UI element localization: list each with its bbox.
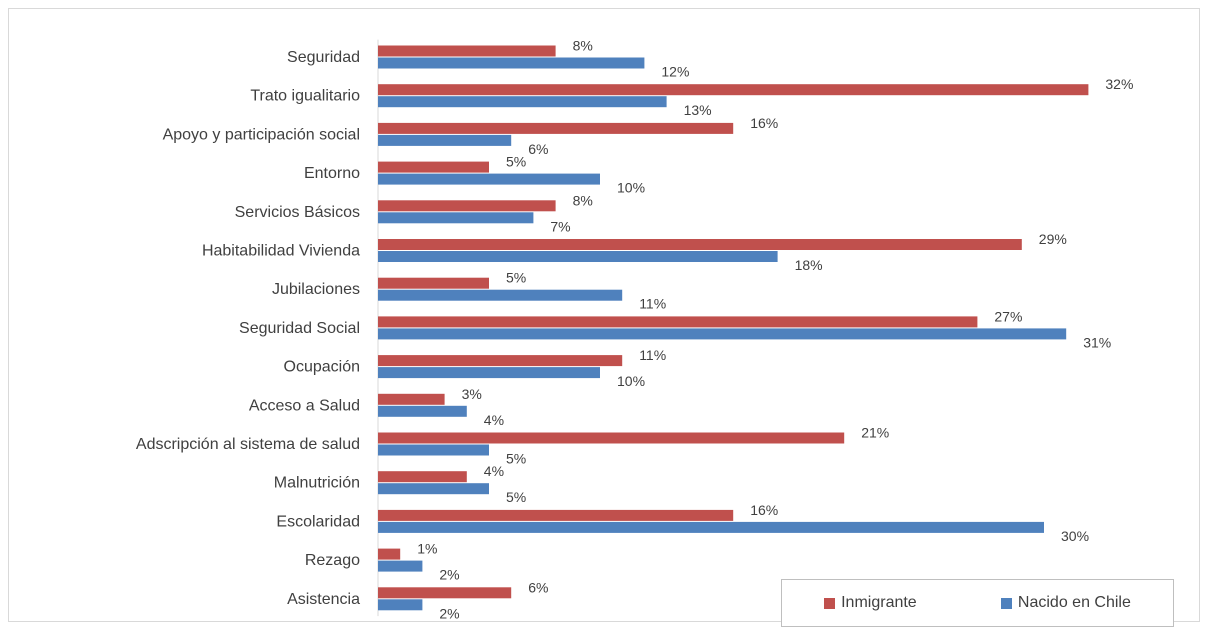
data-label-nacido-en-chile-jubilaciones: 11% [639,296,666,312]
category-label-malnutricion: Malnutrición [274,475,360,492]
bar-nacido-en-chile-servicios-basicos [378,212,534,224]
bar-inmigrante-rezago [378,548,401,560]
category-label-entorno: Entorno [304,165,360,182]
data-label-inmigrante-adscripcion-al-sistema-de-salud: 21% [861,425,889,441]
bar-inmigrante-jubilaciones [378,277,489,289]
bar-chart: Seguridad 8% 12% Trato igualitario 32% 13% Apo… [136,38,1134,622]
data-label-nacido-en-chile-escolaridad: 30% [1061,528,1089,544]
legend-swatch-inmigrante [824,597,836,609]
bar-inmigrante-trato-igualitario [378,84,1089,96]
bar-inmigrante-seguridad-social [378,316,978,328]
bar-inmigrante-seguridad [378,45,556,57]
category-label-servicios-basicos: Servicios Básicos [235,204,360,221]
legend-item-nacido-en-chile: Nacido en Chile [1000,594,1131,612]
legend-label-nacido-en-chile: Nacido en Chile [1017,594,1131,611]
data-label-nacido-en-chile-adscripcion-al-sistema-de-salud: 5% [506,451,526,467]
data-label-nacido-en-chile-acceso-a-salud: 4% [484,412,504,428]
data-label-inmigrante-trato-igualitario: 32% [1105,76,1133,92]
bar-nacido-en-chile-adscripcion-al-sistema-de-salud [378,444,489,456]
bar-inmigrante-servicios-basicos [378,200,556,212]
data-label-inmigrante-malnutricion: 4% [484,463,504,479]
bar-inmigrante-entorno [378,161,489,173]
data-label-inmigrante-ocupacion: 11% [639,347,666,363]
data-label-nacido-en-chile-servicios-basicos: 7% [550,218,570,234]
data-label-inmigrante-escolaridad: 16% [750,502,778,518]
legend-item-inmigrante: Inmigrante [824,594,917,612]
legend: Inmigrante Nacido en Chile [781,579,1174,627]
data-label-nacido-en-chile-rezago: 2% [439,567,459,583]
data-label-nacido-en-chile-apoyo-y-participacion-social: 6% [528,141,548,157]
data-label-nacido-en-chile-ocupacion: 10% [617,373,645,389]
data-label-inmigrante-seguridad-social: 27% [994,308,1022,324]
data-label-inmigrante-asistencia: 6% [528,579,548,595]
data-label-nacido-en-chile-entorno: 10% [617,180,645,196]
bar-inmigrante-apoyo-y-participacion-social [378,122,734,134]
data-label-inmigrante-apoyo-y-participacion-social: 16% [750,115,778,131]
chart-frame: Seguridad 8% 12% Trato igualitario 32% 13% Apo… [8,8,1200,627]
category-label-escolaridad: Escolaridad [276,513,360,530]
legend-swatch-nacido-en-chile [1000,597,1012,609]
bar-nacido-en-chile-seguridad-social [378,328,1067,340]
bar-nacido-en-chile-jubilaciones [378,289,623,301]
data-label-nacido-en-chile-seguridad-social: 31% [1083,334,1111,350]
bar-nacido-en-chile-malnutricion [378,483,489,495]
bar-nacido-en-chile-rezago [378,560,423,572]
data-label-inmigrante-servicios-basicos: 8% [573,192,593,208]
category-label-asistencia: Asistencia [287,591,360,608]
category-label-seguridad-social: Seguridad Social [239,320,360,337]
data-label-inmigrante-habitabilidad-vivienda: 29% [1039,231,1067,247]
bar-nacido-en-chile-seguridad [378,57,645,69]
category-label-rezago: Rezago [305,552,360,569]
data-label-nacido-en-chile-habitabilidad-vivienda: 18% [795,257,823,273]
data-label-inmigrante-rezago: 1% [417,541,437,557]
legend-label-inmigrante: Inmigrante [841,594,917,611]
bar-inmigrante-asistencia [378,587,512,599]
data-label-inmigrante-entorno: 5% [506,154,526,170]
data-label-nacido-en-chile-seguridad: 12% [661,64,689,80]
data-label-nacido-en-chile-malnutricion: 5% [506,489,526,505]
bar-inmigrante-habitabilidad-vivienda [378,239,1022,250]
bar-nacido-en-chile-habitabilidad-vivienda [378,251,778,262]
bar-inmigrante-acceso-a-salud [378,393,445,405]
category-label-adscripcion-al-sistema-de-salud: Adscripción al sistema de salud [136,436,360,453]
data-label-inmigrante-jubilaciones: 5% [506,270,526,286]
bar-inmigrante-ocupacion [378,355,623,367]
data-label-nacido-en-chile-trato-igualitario: 13% [684,102,712,118]
bar-nacido-en-chile-entorno [378,173,600,185]
bar-inmigrante-adscripcion-al-sistema-de-salud [378,432,845,444]
data-label-inmigrante-seguridad: 8% [573,38,593,54]
category-label-jubilaciones: Jubilaciones [272,281,360,298]
bar-inmigrante-escolaridad [378,509,734,521]
bar-nacido-en-chile-ocupacion [378,367,600,379]
category-label-seguridad: Seguridad [287,49,360,66]
category-label-acceso-a-salud: Acceso a Salud [249,397,360,414]
category-label-apoyo-y-participacion-social: Apoyo y participación social [163,126,360,143]
category-label-trato-igualitario: Trato igualitario [250,88,360,105]
bar-inmigrante-malnutricion [378,471,467,483]
bar-nacido-en-chile-asistencia [378,599,423,611]
data-label-nacido-en-chile-asistencia: 2% [439,605,459,621]
category-label-habitabilidad-vivienda: Habitabilidad Vivienda [202,243,360,260]
bar-nacido-en-chile-trato-igualitario [378,96,667,108]
bar-nacido-en-chile-apoyo-y-participacion-social [378,134,512,146]
bar-nacido-en-chile-acceso-a-salud [378,405,467,417]
data-label-inmigrante-acceso-a-salud: 3% [462,386,482,402]
bar-nacido-en-chile-escolaridad [378,521,1044,533]
category-label-ocupacion: Ocupación [284,359,361,376]
